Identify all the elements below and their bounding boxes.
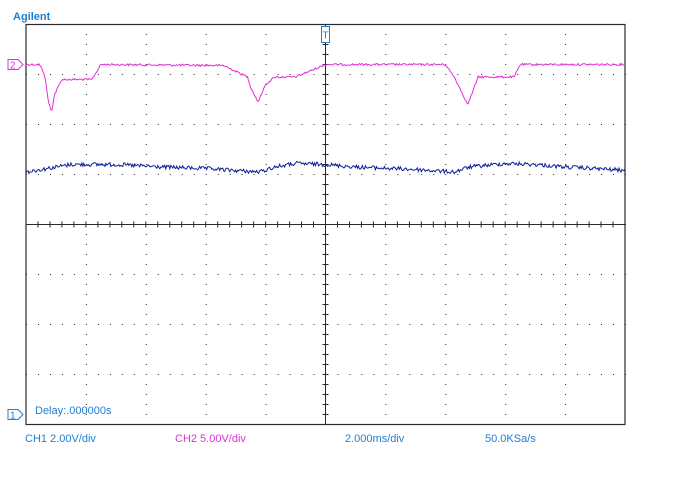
trigger-label: T xyxy=(323,31,329,42)
channel-2-label: 2 xyxy=(10,61,16,72)
ch2-scale-readout: CH2 5.00V/div xyxy=(175,433,246,445)
traces xyxy=(25,62,626,175)
graticule-center-lines xyxy=(25,24,626,425)
center-axis-ticks xyxy=(25,24,626,425)
timebase-readout: 2.000ms/div xyxy=(345,433,405,445)
ch1-scale-readout: CH1 2.00V/div xyxy=(25,433,96,445)
channel-markers: 1 2 T xyxy=(7,26,330,422)
sample-rate-readout: 50.0KSa/s xyxy=(485,433,536,445)
channel-1-marker: 1 xyxy=(7,409,24,422)
channel-2-marker: 2 xyxy=(7,59,24,72)
trigger-marker: T xyxy=(321,26,330,43)
ch1-trace xyxy=(25,160,626,175)
ch2-trace xyxy=(25,62,626,111)
delay-readout: Delay:.000000s xyxy=(35,405,112,417)
channel-1-label: 1 xyxy=(10,411,16,422)
brand-logo: Agilent xyxy=(13,11,51,23)
